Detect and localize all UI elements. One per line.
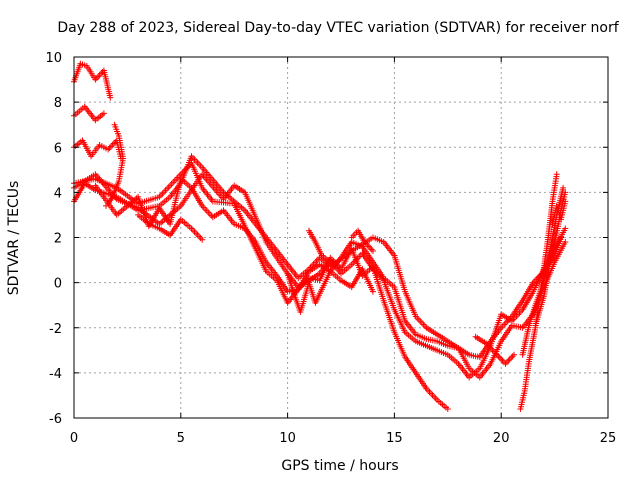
- y-tick-label: -2: [49, 322, 62, 337]
- y-tick-label: 4: [54, 186, 62, 201]
- x-tick-label: 0: [70, 431, 78, 446]
- y-tick-label: -6: [49, 412, 62, 427]
- y-tick-label: 2: [54, 232, 62, 247]
- y-tick-labels: -6 -4 -2 0 2 4 6 8 10: [45, 51, 62, 427]
- series-track-d: [103, 121, 127, 209]
- series-track-j: [284, 266, 376, 315]
- x-tick-label: 15: [386, 431, 403, 446]
- chart-title: Day 288 of 2023, Sidereal Day-to-day VTE…: [57, 20, 619, 36]
- x-tick-label: 5: [177, 431, 185, 446]
- y-tick-label: -4: [49, 367, 62, 382]
- series-track-m: [472, 333, 517, 367]
- series-track-a: [71, 60, 114, 101]
- series-track-n: [517, 171, 560, 412]
- series-track-r: [549, 198, 569, 227]
- y-tick-label: 10: [45, 51, 62, 66]
- y-axis-label: SDTVAR / TECUs: [6, 181, 22, 296]
- axis-ticks: [73, 56, 609, 419]
- x-axis-label: GPS time / hours: [281, 458, 398, 474]
- series-group: [71, 60, 569, 412]
- series-track-l: [348, 227, 376, 254]
- series-track-i: [135, 211, 206, 243]
- series-track-k: [306, 227, 334, 266]
- x-tick-label: 25: [600, 431, 617, 446]
- y-tick-label: 0: [54, 277, 62, 292]
- y-tick-label: 8: [54, 96, 62, 111]
- series-track-b: [71, 103, 107, 124]
- x-tick-label: 20: [493, 431, 510, 446]
- x-tick-label: 10: [279, 431, 296, 446]
- series-track-h: [92, 175, 451, 412]
- y-tick-label: 6: [54, 141, 62, 156]
- series-track-c: [71, 137, 124, 162]
- series-track-e: [71, 160, 564, 361]
- x-tick-labels: 0 5 10 15 20 25: [70, 431, 616, 446]
